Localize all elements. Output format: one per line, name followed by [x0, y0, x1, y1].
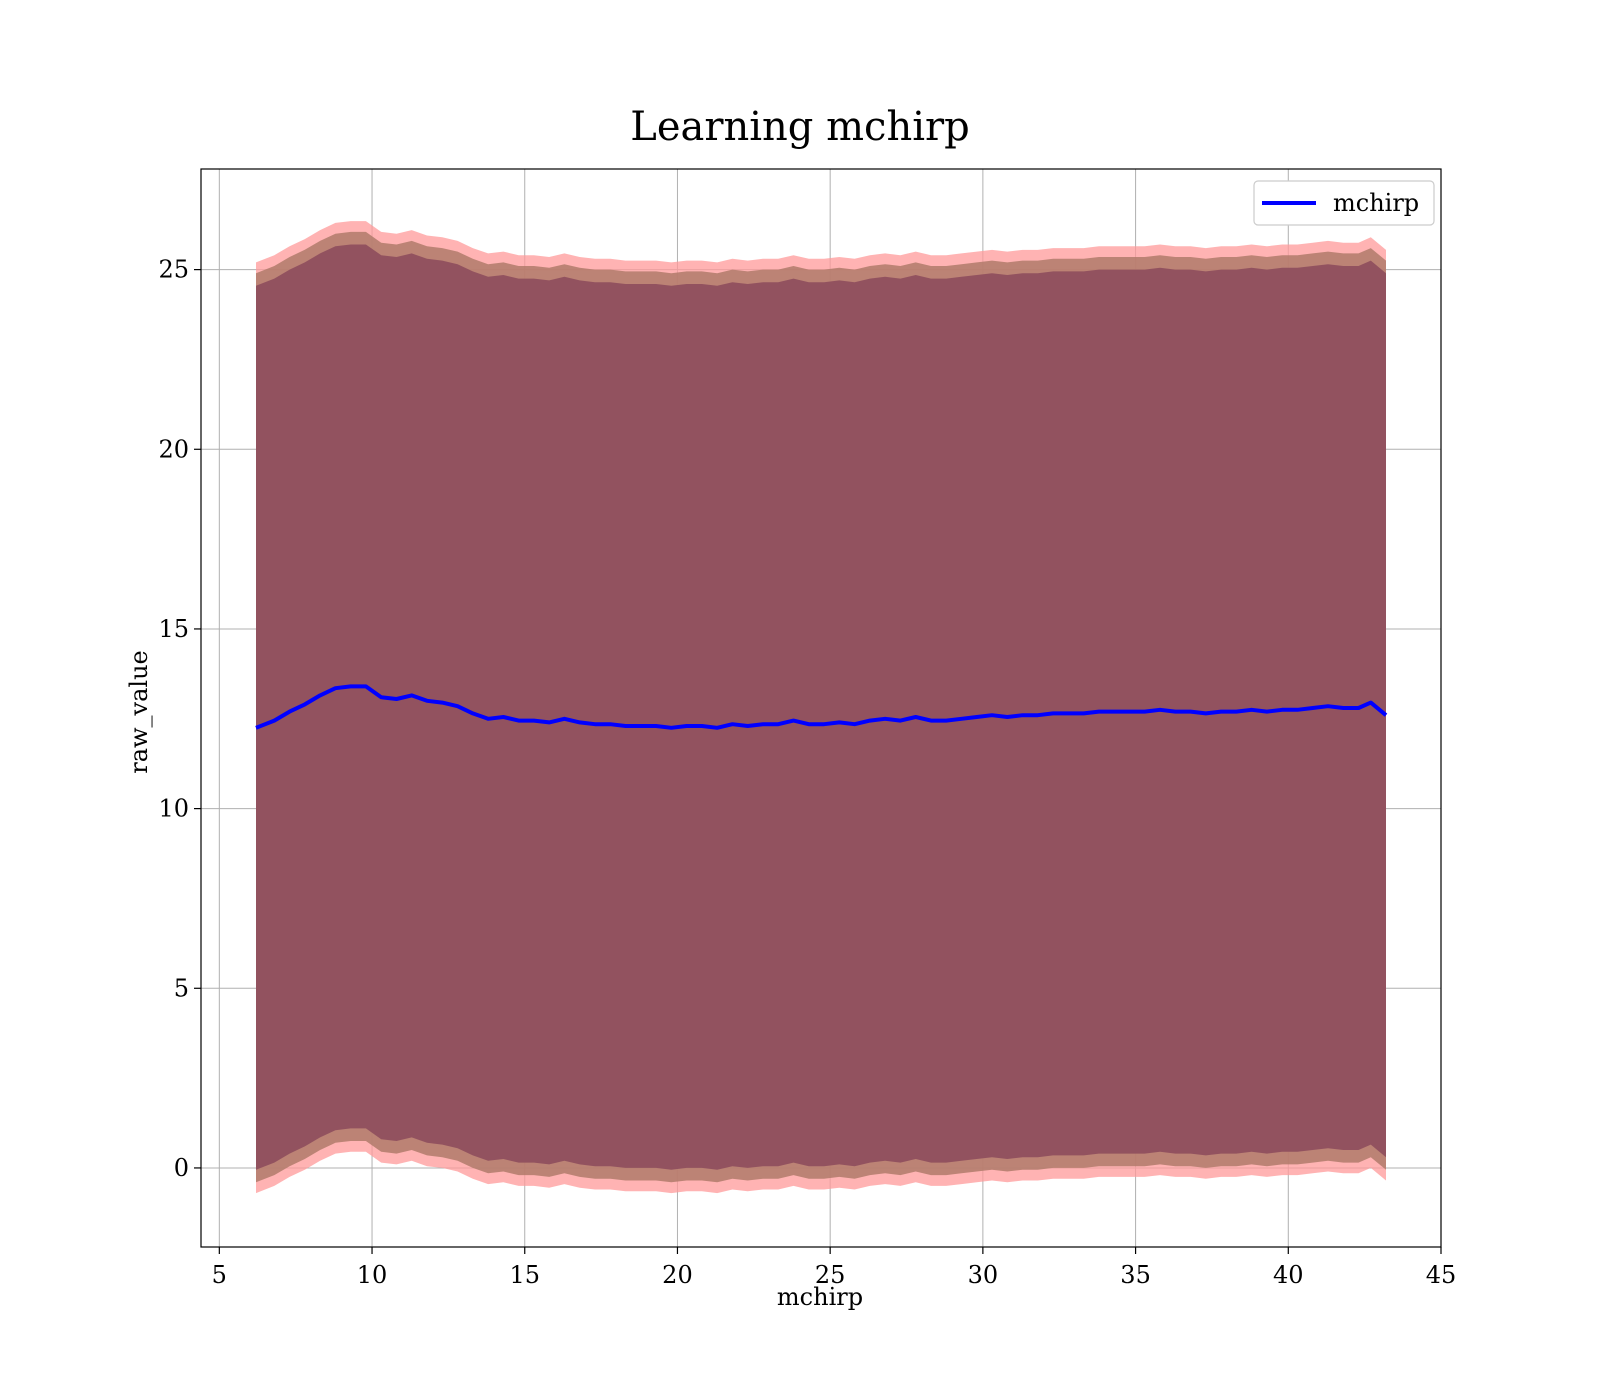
y-axis-label: raw_value: [125, 650, 153, 774]
plot-area: [200, 168, 1442, 1248]
y-tick-label: 0: [174, 1154, 189, 1182]
x-tick-label: 15: [509, 1261, 540, 1289]
y-tick-label: 15: [158, 615, 189, 643]
chart-title: Learning mchirp: [630, 104, 969, 150]
plot-frame: [200, 168, 1442, 1248]
legend-box: [1253, 180, 1435, 226]
series-lines: [255, 684, 1388, 730]
confidence-bands: [256, 221, 1386, 1194]
y-tick-label: 10: [158, 795, 189, 823]
y-tick-label: 20: [158, 435, 189, 463]
x-tick-label: 30: [968, 1261, 999, 1289]
x-tick-label: 45: [1426, 1261, 1457, 1289]
x-tick-label: 10: [357, 1261, 388, 1289]
inner-band: [256, 244, 1386, 1170]
x-axis-ticks: 5 10 15 20 25 30 35 40 45: [212, 1247, 1457, 1289]
x-tick-label: 40: [1273, 1261, 1304, 1289]
x-tick-label: 20: [662, 1261, 693, 1289]
y-tick-label: 25: [158, 256, 189, 284]
x-tick-label: 25: [815, 1261, 846, 1289]
x-axis-label: mchirp: [777, 1283, 863, 1311]
y-tick-label: 5: [174, 974, 189, 1002]
legend-label-mchirp: mchirp: [1333, 189, 1419, 217]
x-tick-label: 5: [212, 1261, 227, 1289]
x-tick-label: 35: [1120, 1261, 1151, 1289]
legend: mchirp: [1253, 180, 1435, 226]
series-line-mchirp: [255, 684, 1388, 730]
y-axis-ticks: 0 5 10 15 20 25: [158, 256, 201, 1182]
